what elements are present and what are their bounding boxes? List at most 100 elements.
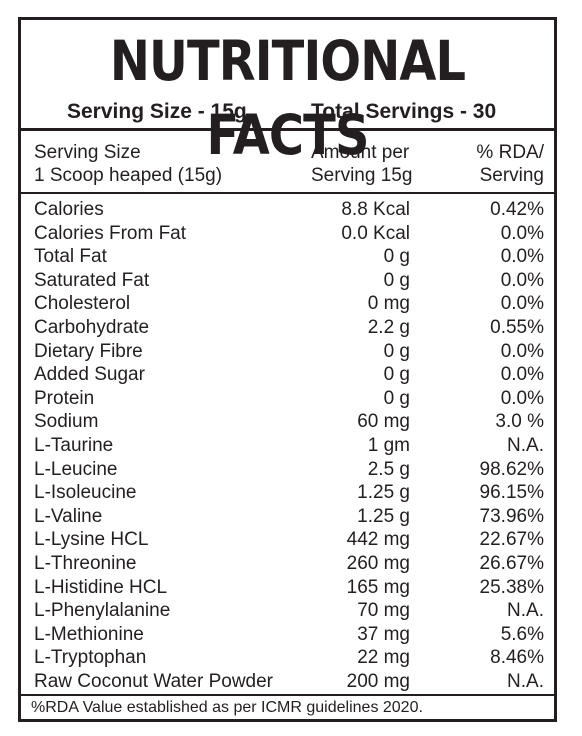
nutrient-name: L-Threonine <box>34 552 137 574</box>
nutrient-amount: 2.5 g <box>367 458 410 480</box>
nutrient-rda: 0.0% <box>500 246 544 268</box>
nutrient-amount: 0 g <box>383 246 410 268</box>
nutrient-amount: 165 mg <box>346 576 410 598</box>
nutrient-amount: 22 mg <box>357 647 410 669</box>
nutrient-amount: 2.2 g <box>367 316 410 338</box>
nutrient-amount: 60 mg <box>357 411 410 433</box>
table-row: Calories 8.8 Kcal 0.42% <box>21 198 554 222</box>
serving-size-label: Serving Size - 15g <box>67 100 247 123</box>
nutrient-amount: 200 mg <box>346 670 410 692</box>
nutrient-name: Calories <box>34 199 104 220</box>
header-serving-size-line2: 1 Scoop heaped (15g) <box>34 165 223 186</box>
nutrient-rda: 3.0 % <box>495 411 544 433</box>
nutrition-facts-panel: NUTRITIONAL FACTS Serving Size - 15g Tot… <box>18 17 557 722</box>
nutrient-rda: 0.0% <box>500 222 544 244</box>
table-row: L-Tryptophan 22 mg 8.46% <box>21 646 554 670</box>
nutrient-amount: 70 mg <box>357 600 410 622</box>
nutrient-rda: 96.15% <box>479 482 544 504</box>
table-row: L-Valine 1.25 g 73.96% <box>21 505 554 529</box>
nutrient-rda: 0.0% <box>500 269 544 291</box>
nutrient-name: Raw Coconut Water Powder <box>34 670 274 692</box>
table-row: Total Fat 0 g 0.0% <box>21 245 554 269</box>
total-servings-label: Total Servings - 30 <box>311 100 497 123</box>
header-rda: % RDA/ Serving <box>476 141 544 187</box>
table-row: L-Threonine 260 mg 26.67% <box>21 552 554 576</box>
nutrient-name: L-Methionine <box>34 623 144 645</box>
table-row: Cholesterol 0 mg 0.0% <box>21 292 554 316</box>
divider-header <box>21 192 554 194</box>
table-row: L-Leucine 2.5 g 98.62% <box>21 458 554 482</box>
table-row: Dietary Fibre 0 g 0.0% <box>21 340 554 364</box>
nutrient-rda: 98.62% <box>479 458 544 480</box>
nutrient-rda: 5.6% <box>500 623 544 645</box>
nutrient-amount: 0.0 Kcal <box>341 222 410 244</box>
nutrient-name: Sodium <box>34 411 99 433</box>
nutrient-rda: N.A. <box>507 670 544 692</box>
divider-footnote <box>21 694 554 696</box>
nutrient-rda: 0.42% <box>490 199 544 220</box>
nutrient-rda: 0.0% <box>500 293 544 315</box>
header-rda-line2: Serving <box>479 165 544 186</box>
panel-title: NUTRITIONAL FACTS <box>109 29 466 167</box>
table-row: L-Lysine HCL 442 mg 22.67% <box>21 528 554 552</box>
header-amount-line2: Serving 15g <box>311 165 413 186</box>
nutrient-name: Carbohydrate <box>34 316 150 338</box>
header-serving-size: Serving Size 1 Scoop heaped (15g) <box>34 141 222 187</box>
nutrient-amount: 37 mg <box>357 623 410 645</box>
nutrient-name: Protein <box>34 387 95 409</box>
nutrient-rda: 26.67% <box>479 552 544 574</box>
nutrient-name: L-Lysine HCL <box>34 529 149 551</box>
nutrient-name: L-Taurine <box>34 434 114 456</box>
nutrient-amount: 0 g <box>383 387 410 409</box>
serving-summary: Serving Size - 15g Total Servings - 30 <box>21 100 554 124</box>
nutrient-name: L-Valine <box>34 505 103 527</box>
nutrient-name: Total Fat <box>34 246 107 268</box>
table-row: Sodium 60 mg 3.0 % <box>21 410 554 434</box>
nutrient-rda: N.A. <box>507 600 544 622</box>
table-row: Calories From Fat 0.0 Kcal 0.0% <box>21 222 554 246</box>
nutrient-rda: 0.0% <box>500 340 544 362</box>
nutrient-table: Calories 8.8 Kcal 0.42% Calories From Fat 0.… <box>21 198 554 693</box>
nutrient-amount: 1.25 g <box>357 505 410 527</box>
nutrient-amount: 0 g <box>383 340 410 362</box>
table-row: Saturated Fat 0 g 0.0% <box>21 269 554 293</box>
nutrient-name: L-Tryptophan <box>34 647 147 669</box>
nutrient-amount: 8.8 Kcal <box>341 199 410 220</box>
nutrient-amount: 260 mg <box>346 552 410 574</box>
table-row: L-Phenylalanine 70 mg N.A. <box>21 599 554 623</box>
table-row: L-Taurine 1 gm N.A. <box>21 434 554 458</box>
nutrient-rda: N.A. <box>507 434 544 456</box>
nutrient-name: L-Phenylalanine <box>34 600 171 622</box>
footnote: %RDA Value established as per ICMR guide… <box>31 699 423 716</box>
nutrient-amount: 442 mg <box>346 529 410 551</box>
table-row: L-Histidine HCL 165 mg 25.38% <box>21 576 554 600</box>
divider-top <box>21 128 554 131</box>
table-row: Protein 0 g 0.0% <box>21 387 554 411</box>
nutrient-rda: 0.55% <box>490 316 544 338</box>
nutrient-amount: 1 gm <box>367 434 410 456</box>
header-serving-size-line1: Serving Size <box>34 142 141 163</box>
nutrient-rda: 0.0% <box>500 387 544 409</box>
nutrient-rda: 73.96% <box>479 505 544 527</box>
nutrient-rda: 0.0% <box>500 364 544 386</box>
table-row: L-Isoleucine 1.25 g 96.15% <box>21 481 554 505</box>
header-rda-line1: % RDA/ <box>476 142 544 163</box>
nutrient-name: Cholesterol <box>34 293 131 315</box>
nutrient-name: L-Histidine HCL <box>34 576 168 598</box>
nutrient-amount: 0 g <box>383 269 410 291</box>
table-row: Added Sugar 0 g 0.0% <box>21 363 554 387</box>
header-amount: Amount per Serving 15g <box>311 141 412 187</box>
table-row: Carbohydrate 2.2 g 0.55% <box>21 316 554 340</box>
nutrient-name: Added Sugar <box>34 364 145 386</box>
nutrient-amount: 1.25 g <box>357 482 410 504</box>
nutrient-name: L-Isoleucine <box>34 482 137 504</box>
nutrient-rda: 8.46% <box>490 647 544 669</box>
table-row: Raw Coconut Water Powder 200 mg N.A. <box>21 670 554 694</box>
nutrient-amount: 0 mg <box>367 293 410 315</box>
nutrient-amount: 0 g <box>383 364 410 386</box>
nutrient-name: L-Leucine <box>34 458 118 480</box>
nutrient-name: Saturated Fat <box>34 269 150 291</box>
nutrient-rda: 22.67% <box>479 529 544 551</box>
nutrient-rda: 25.38% <box>479 576 544 598</box>
nutrient-name: Dietary Fibre <box>34 340 143 362</box>
